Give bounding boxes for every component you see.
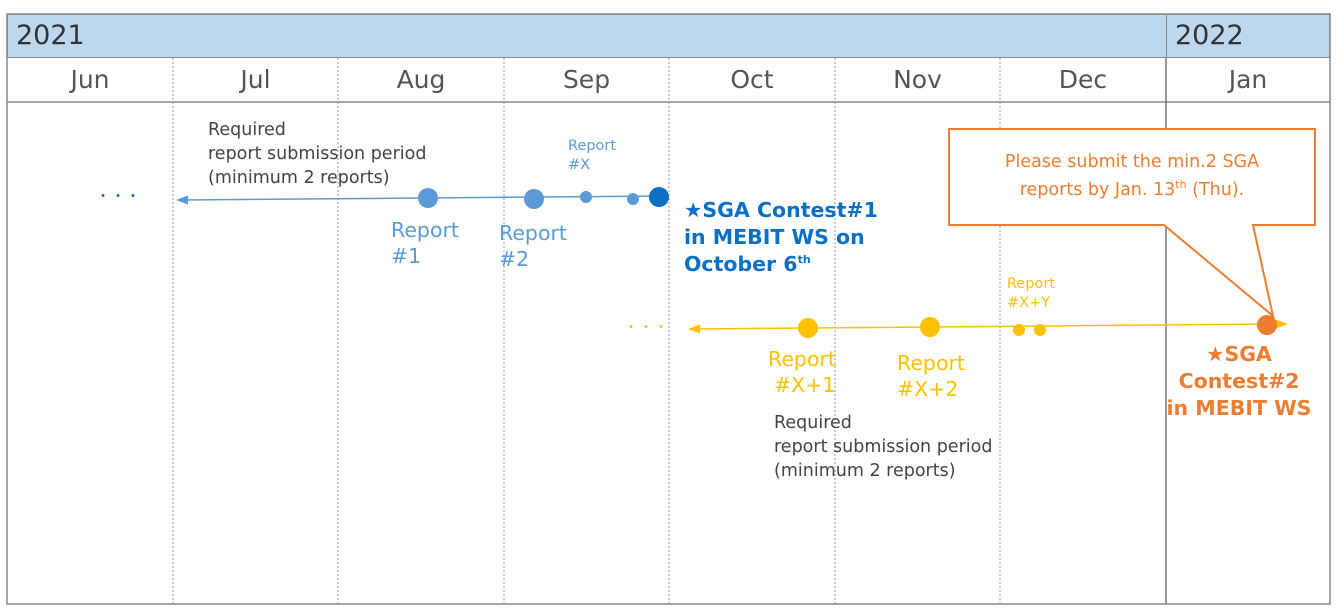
track2-report-x1-label: Report #X+1	[768, 346, 836, 398]
track2-small-marker-2	[1034, 324, 1046, 336]
report-xy-word: Report	[1007, 276, 1056, 292]
track1-required-line2: report submission period	[208, 144, 427, 164]
callout-line2: reports by Jan. 13th (Thu).	[949, 176, 1315, 204]
star-icon: ★	[684, 198, 703, 222]
track2-required-line1: Required	[774, 413, 852, 433]
month-sep: Sep	[562, 65, 611, 94]
month-jan: Jan	[1228, 65, 1268, 94]
report-x2-number: #X+2	[897, 377, 959, 401]
report-x1-word: Report	[768, 347, 836, 371]
track1-small-marker-1	[580, 191, 592, 203]
track1-arrowhead	[176, 195, 188, 205]
year-2021-header: 2021	[7, 14, 1167, 58]
track2-line	[695, 323, 1277, 330]
month-nov: Nov	[893, 65, 942, 94]
contest2-line1: ★SGA	[1206, 342, 1272, 366]
report-x1-number: #X+1	[774, 373, 836, 397]
month-dec: Dec	[1058, 65, 1108, 94]
year-2021-label: 2021	[16, 20, 85, 51]
track1-contest-marker	[649, 187, 669, 207]
track1-report-x-label: Report #X	[568, 137, 616, 175]
contest1-line1: ★SGA Contest#1	[684, 197, 878, 224]
report-1-word: Report	[391, 218, 459, 242]
track1-required-line3: (minimum 2 reports)	[208, 168, 390, 188]
report-x-word: Report	[568, 138, 617, 154]
year-2022-header: 2022	[1166, 14, 1330, 58]
report-x-number: #X	[568, 157, 591, 173]
callout-date: reports by Jan. 13	[1019, 180, 1176, 200]
callout-line1: Please submit the min.2 SGA	[1004, 152, 1260, 172]
report-1-number: #1	[391, 244, 422, 268]
track2-contest-marker	[1257, 315, 1277, 335]
report-2-number: #2	[499, 247, 530, 271]
callout-text: Please submit the min.2 SGA reports by J…	[949, 148, 1315, 204]
track2-reportx2-marker	[920, 317, 940, 337]
track1-required-line1: Required	[208, 120, 286, 140]
callout-weekday: (Thu).	[1186, 180, 1245, 200]
track2-small-marker-1	[1013, 324, 1025, 336]
deadline-callout: Please submit the min.2 SGA reports by J…	[949, 129, 1315, 225]
track2-arrowhead-right	[1276, 319, 1288, 329]
track2-report-x2-label: Report #X+2	[897, 350, 965, 402]
month-jul: Jul	[240, 65, 271, 94]
track2-required-line2: report submission period	[774, 437, 993, 457]
contest2-line2: Contest#2	[1178, 369, 1300, 393]
contest1-title: SGA Contest#1	[702, 198, 878, 222]
track2-required-line3: (minimum 2 reports)	[774, 461, 956, 481]
track2-reportx1-marker	[798, 318, 818, 338]
contest1-date-suffix: th	[797, 253, 811, 267]
track2-ellipsis: ・・・	[624, 320, 669, 336]
track1-small-marker-2	[627, 193, 639, 205]
track2-arrowhead-left	[688, 324, 700, 334]
report-2-word: Report	[499, 221, 567, 245]
track2-report-xy-label: Report #X+Y	[1007, 275, 1055, 313]
track1-report-1-label: Report #1	[391, 217, 459, 269]
track1-ellipsis: ・・・	[96, 189, 141, 205]
report-xy-number: #X+Y	[1007, 295, 1051, 311]
report-x2-word: Report	[897, 351, 965, 375]
track1-required-period: Required report submission period (minim…	[208, 118, 426, 190]
month-oct: Oct	[730, 65, 774, 94]
callout-date-suffix: th	[1175, 178, 1187, 192]
contest1-date: October 6	[684, 252, 798, 276]
year-2022-label: 2022	[1175, 20, 1244, 51]
contest1-line3: October 6th	[684, 251, 878, 278]
track1-report2-marker	[524, 189, 544, 209]
contest1-line2: in MEBIT WS on	[684, 225, 865, 249]
track1-report1-marker	[418, 188, 438, 208]
month-aug: Aug	[396, 65, 446, 94]
callout-shape	[948, 128, 1316, 319]
contest2-line3: in MEBIT WS	[1166, 396, 1312, 420]
contest2-label: ★SGA Contest#2 in MEBIT WS	[1166, 341, 1312, 422]
track1-report-2-label: Report #2	[499, 220, 567, 272]
month-jun: Jun	[70, 65, 110, 94]
contest1-label: ★SGA Contest#1 in MEBIT WS on October 6t…	[684, 197, 878, 278]
track2-required-period: Required report submission period (minim…	[774, 411, 992, 483]
